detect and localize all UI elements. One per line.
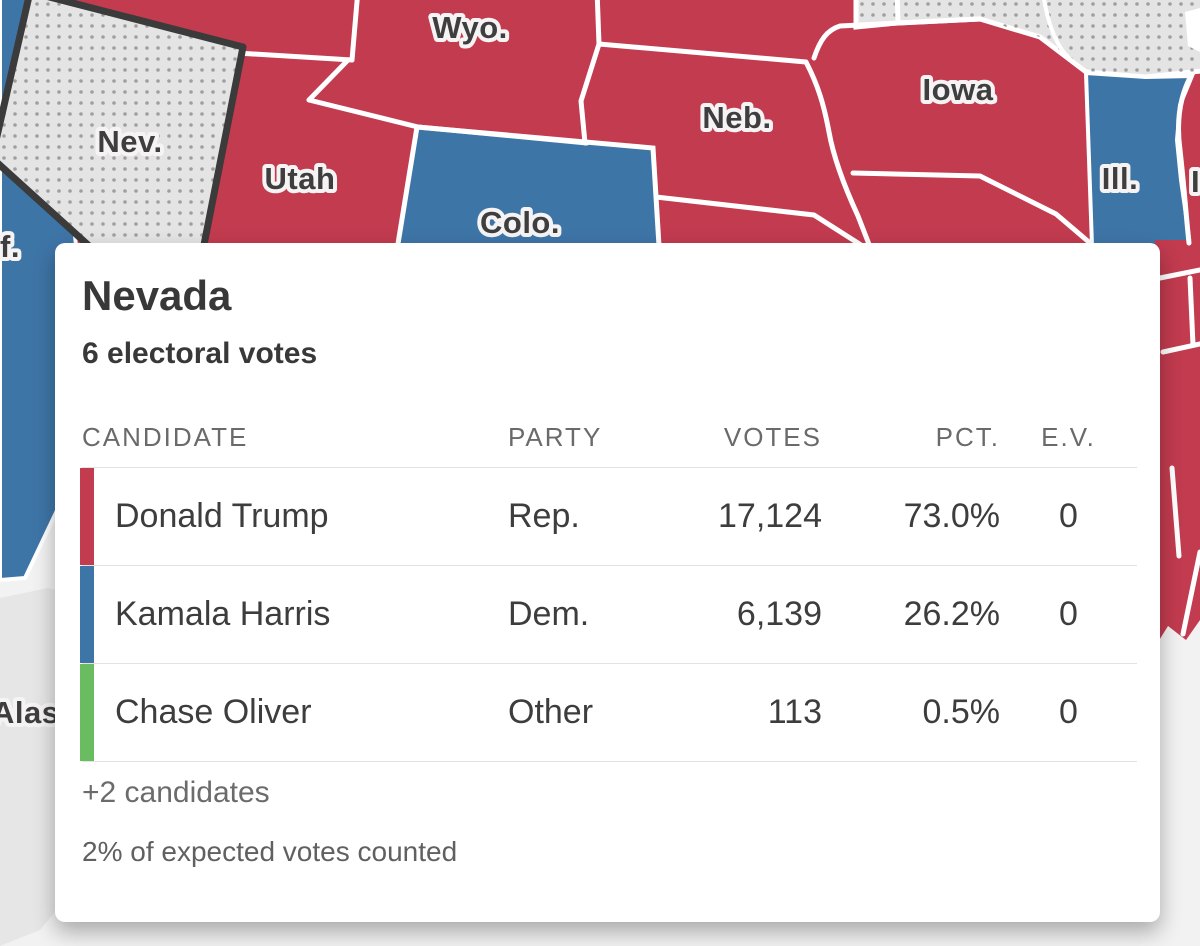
candidate-pct: 73.0% — [903, 497, 1000, 536]
label-colorado: Colo. — [480, 205, 560, 240]
candidate-party: Rep. — [508, 497, 580, 536]
table-row-oliver: Chase Oliver Other 113 0.5% 0 — [80, 664, 1137, 763]
state-results-tooltip: Nevada 6 electoral votes CANDIDATE PARTY… — [55, 243, 1160, 922]
candidate-pct: 0.5% — [922, 693, 1001, 732]
label-nebraska: Neb. — [702, 100, 771, 135]
column-pct: PCT. — [935, 421, 1000, 452]
state-borders — [234, 0, 1200, 637]
candidate-name: Kamala Harris — [115, 595, 331, 634]
label-nevada: Nev. — [97, 124, 162, 159]
table-row-trump: Donald Trump Rep. 17,124 73.0% 0 — [80, 468, 1137, 567]
candidate-party: Dem. — [508, 595, 590, 634]
candidate-name: Donald Trump — [115, 497, 329, 536]
candidate-pct: 26.2% — [903, 595, 1000, 634]
candidate-party: Other — [508, 693, 594, 732]
tooltip-electoral-votes: 6 electoral votes — [82, 337, 318, 371]
candidate-name: Chase Oliver — [115, 693, 312, 732]
column-candidate: CANDIDATE — [82, 421, 249, 452]
party-color-bar — [80, 566, 94, 664]
state-illinois[interactable] — [1083, 70, 1196, 248]
column-votes: VOTES — [723, 421, 822, 452]
state-block-republican-southeast[interactable] — [1155, 240, 1200, 642]
table-row-harris: Kamala Harris Dem. 6,139 26.2% 0 — [80, 566, 1137, 665]
tooltip-state-name: Nevada — [82, 272, 232, 319]
votes-counted-note: 2% of expected votes counted — [82, 836, 458, 868]
results-table-header: CANDIDATE PARTY VOTES PCT. E.V. — [82, 423, 1137, 469]
candidate-votes: 6,139 — [736, 595, 822, 634]
party-color-bar — [80, 664, 94, 762]
candidate-ev: 0 — [1059, 595, 1078, 634]
state-colorado[interactable] — [393, 124, 663, 265]
candidate-ev: 0 — [1059, 693, 1078, 732]
column-party: PARTY — [508, 421, 603, 452]
label-indiana-partial: Ind. — [1191, 164, 1200, 199]
label-illinois: Ill. — [1102, 161, 1138, 196]
candidate-ev: 0 — [1059, 497, 1078, 536]
more-candidates-note: +2 candidates — [82, 776, 270, 810]
label-wyoming: Wyo. — [432, 10, 508, 45]
label-iowa: Iowa — [923, 72, 994, 107]
party-color-bar — [80, 468, 94, 566]
label-utah: Utah — [265, 161, 336, 196]
candidate-votes: 113 — [767, 693, 822, 732]
column-ev: E.V. — [1041, 421, 1096, 452]
lake-michigan — [1185, 8, 1200, 52]
label-california-partial: Calif. — [0, 229, 20, 264]
candidate-votes: 17,124 — [718, 497, 822, 536]
